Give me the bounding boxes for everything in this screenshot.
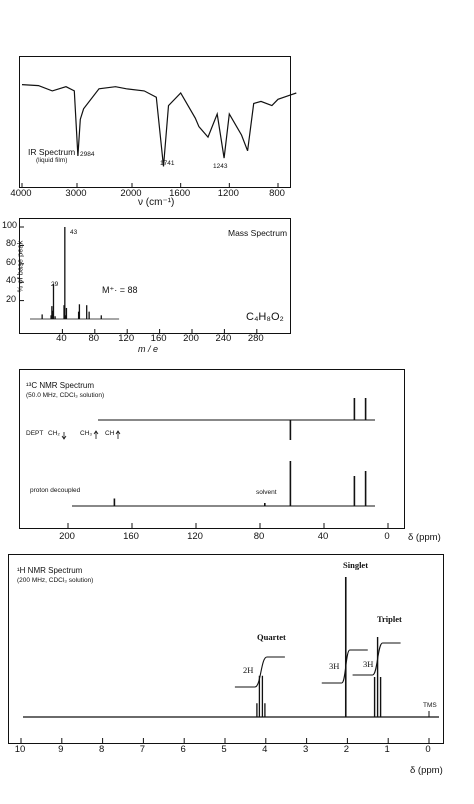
ir-title: IR Spectrum [28, 147, 76, 157]
ir-x-axis-label: ν (cm⁻¹) [138, 197, 175, 208]
h1-x-axis-label: δ (ppm) [410, 765, 443, 776]
singlet-label: Singlet [343, 560, 369, 570]
dept-ch-label: CH [105, 430, 115, 437]
integration-3h-triplet: 3H [363, 659, 374, 669]
dept-ch2-down-arrow-icon [61, 432, 67, 440]
ir-trace [21, 84, 297, 167]
ir-x-tick-label: 1600 [169, 188, 191, 199]
c13-plot [61, 398, 389, 528]
ms-x-tick-label: 80 [88, 333, 100, 344]
dept-ch3-label: CH₃ [80, 430, 93, 437]
quartet-label: Quartet [257, 632, 286, 642]
ir-x-tick-label: 800 [269, 188, 285, 199]
ms-y-axis-label: % of base peak [15, 240, 25, 293]
ms-y-tick-label: 40 [5, 275, 16, 286]
h1-x-tick-label: 9 [58, 744, 64, 755]
ir-peak-label-1243: 1243 [213, 163, 228, 170]
h1-plot [20, 577, 439, 743]
h1-subtitle: (200 MHz, CDCl₃ solution) [17, 577, 94, 584]
c13-x-axis-label: δ (ppm) [408, 532, 441, 543]
c13-x-tick-label: 40 [317, 531, 329, 542]
ir-x-tick-label: 2000 [120, 188, 142, 199]
c13-x-tick-label: 200 [59, 531, 75, 542]
ms-peak-label-43: 43 [70, 229, 78, 236]
dept-ch2-label: CH₂ [48, 430, 60, 437]
tms-label: TMS [423, 702, 437, 709]
ir-x-tick-label: 3000 [65, 188, 87, 199]
ms-x-tick-label: 200 [183, 333, 199, 344]
proton-decoupled-label: proton decoupled [30, 487, 81, 494]
ms-x-tick-label: 280 [247, 333, 264, 344]
integration-2h: 2H [243, 665, 254, 675]
ir-x-tick-label: 1200 [217, 188, 239, 199]
h1-x-tick-label: 1 [384, 744, 390, 755]
ms-peak-label-29: 29 [51, 281, 59, 288]
h1-panel: ¹H NMR Spectrum (200 MHz, CDCl₃ solution… [8, 554, 444, 744]
c13-x-tick-label: 80 [253, 531, 265, 542]
h1-x-tick-label: 4 [262, 744, 268, 755]
dept-ch-up-arrow-icon [115, 430, 121, 439]
ms-panel: Mass Spectrum 43 29 M⁺· = 88 C₄H₈O₂ [19, 218, 291, 334]
integration-curve-singlet [321, 649, 368, 684]
ms-title: Mass Spectrum [228, 228, 288, 238]
c13-x-tick-label: 0 [384, 531, 390, 542]
ms-y-tick-label: 80 [5, 238, 16, 249]
ms-formula: C₄H₈O₂ [246, 311, 284, 323]
dept-ch3-up-arrow-icon [93, 430, 99, 439]
solvent-label: solvent [256, 489, 277, 496]
h1-title: ¹H NMR Spectrum [17, 566, 83, 575]
h1-x-tick-label: 8 [98, 744, 105, 755]
ms-x-tick-label: 40 [56, 333, 67, 344]
c13-subtitle: (50.0 MHz, CDCl₃ solution) [26, 392, 105, 399]
dept-label: DEPT [26, 430, 44, 437]
h1-x-tick-label: 7 [139, 744, 146, 755]
ms-y-tick-label: 60 [5, 256, 16, 267]
h1-x-tick-label: 0 [425, 744, 431, 755]
ir-peak-label-1741: 1741 [160, 160, 175, 167]
ir-x-tick-label: 4000 [10, 188, 32, 199]
ir-subtitle: (liquid film) [36, 157, 68, 164]
ms-y-tick-label: 100 [2, 220, 18, 230]
triplet-label: Triplet [377, 614, 402, 624]
integration-curve-triplet [352, 642, 401, 676]
h1-x-tick-label: 5 [221, 744, 227, 755]
h1-x-tick-label: 2 [343, 744, 350, 755]
ms-molecular-ion: M⁺· = 88 [102, 285, 138, 295]
c13-title: ¹³C NMR Spectrum [26, 381, 95, 390]
ms-x-tick-label: 240 [215, 333, 232, 344]
ms-x-axis-label: m / e [138, 344, 159, 354]
ir-peak-label-2984: 2984 [80, 151, 95, 158]
ms-plot [20, 226, 258, 333]
integration-curve-quartet [234, 656, 285, 688]
ms-x-tick-label: 120 [118, 333, 135, 344]
c13-panel: ¹³C NMR Spectrum (50.0 MHz, CDCl₃ soluti… [19, 369, 405, 529]
ms-y-tick-label: 20 [5, 293, 16, 304]
c13-x-tick-label: 120 [187, 531, 203, 542]
c13-x-tick-label: 160 [123, 531, 139, 542]
ir-plot [21, 84, 297, 187]
ms-x-tick-label: 160 [150, 333, 167, 344]
h1-x-tick-label: 3 [302, 744, 309, 755]
h1-x-tick-label: 6 [180, 744, 186, 755]
h1-x-tick-label: 10 [14, 744, 26, 755]
ir-panel: IR Spectrum (liquid film) 2984 1741 1243 [19, 56, 297, 188]
integration-3h-singlet: 3H [329, 661, 340, 671]
